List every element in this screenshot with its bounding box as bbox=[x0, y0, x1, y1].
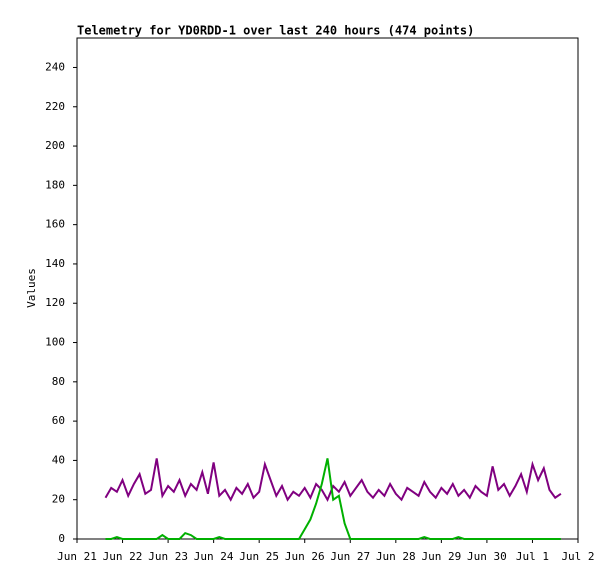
y-tick-label: 120 bbox=[45, 296, 65, 309]
y-tick-label: 200 bbox=[45, 139, 65, 152]
series-line bbox=[104, 458, 562, 502]
y-tick-label: 180 bbox=[45, 178, 65, 191]
y-tick-label: 40 bbox=[52, 453, 65, 466]
y-tick-label: 80 bbox=[52, 375, 65, 388]
x-tick-label: Jun 27 bbox=[330, 550, 370, 563]
y-tick-label: 0 bbox=[58, 532, 65, 545]
x-tick-label: Jun 28 bbox=[376, 550, 416, 563]
x-tick-label: Jun 22 bbox=[103, 550, 143, 563]
plot-frame bbox=[76, 37, 579, 540]
y-tick-label: 240 bbox=[45, 60, 65, 73]
y-axis-label: Values bbox=[25, 268, 38, 308]
y-tick-label: 20 bbox=[52, 493, 65, 506]
x-tick-label: Jun 21 bbox=[57, 550, 97, 563]
x-tick-label: Jun 26 bbox=[285, 550, 325, 563]
x-tick-label: Jun 24 bbox=[194, 550, 234, 563]
x-tick-label: Jun 29 bbox=[421, 550, 461, 563]
x-tick-label: Jun 23 bbox=[148, 550, 188, 563]
x-tick-label: Jul 2 bbox=[561, 550, 594, 563]
x-tick-label: Jun 25 bbox=[239, 550, 279, 563]
x-tick-label: Jun 30 bbox=[467, 550, 507, 563]
y-tick-label: 220 bbox=[45, 100, 65, 113]
chart-title: Telemetry for YD0RDD-1 over last 240 hou… bbox=[77, 24, 474, 38]
y-tick-label: 60 bbox=[52, 414, 65, 427]
y-tick-label: 100 bbox=[45, 336, 65, 349]
x-tick-label: Jul 1 bbox=[516, 550, 549, 563]
y-tick-label: 160 bbox=[45, 218, 65, 231]
series-line bbox=[105, 458, 561, 540]
y-tick-label: 140 bbox=[45, 257, 65, 270]
